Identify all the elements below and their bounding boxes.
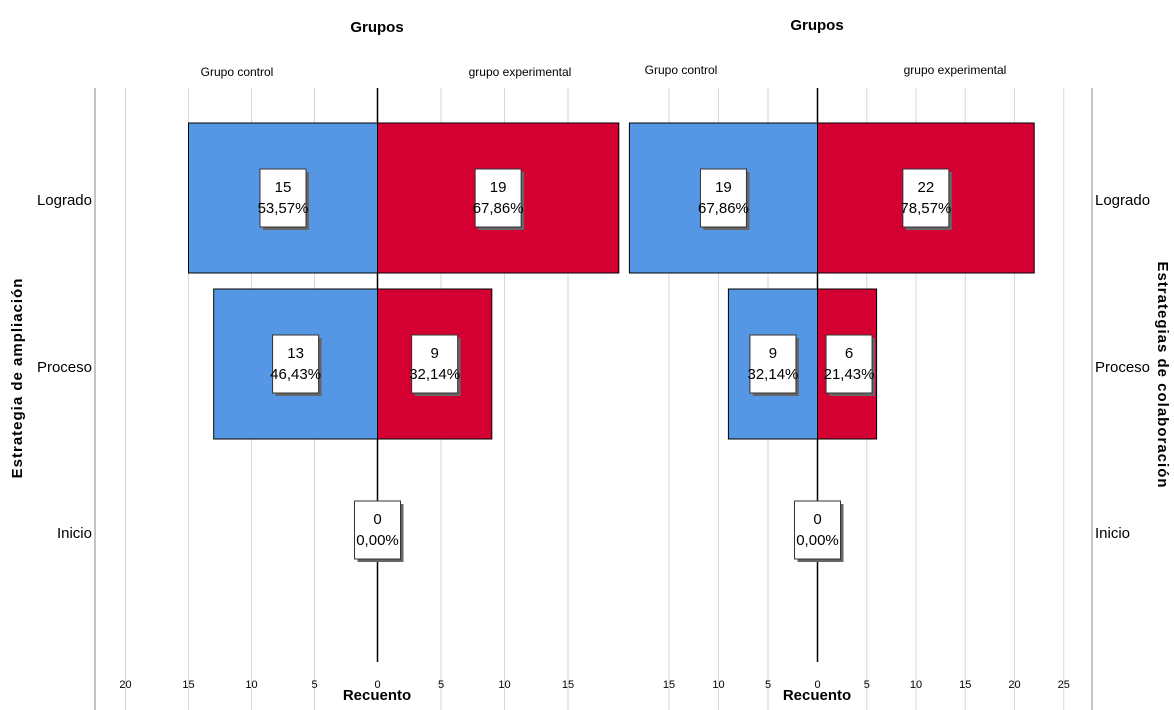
data-label: 13 46,43%: [270, 334, 322, 396]
data-label-box: [902, 168, 950, 228]
data-label-count: 6: [845, 345, 853, 362]
data-label-box: [272, 334, 320, 394]
data-label-count: 0: [373, 511, 381, 528]
data-label-percent: 21,43%: [824, 366, 875, 383]
right-y-axis-label: Estrategias de colaboración: [1154, 261, 1171, 488]
data-label-percent: 32,14%: [409, 366, 460, 383]
data-label: 19 67,86%: [473, 168, 525, 230]
x-tick-label: 20: [119, 679, 131, 691]
data-label-count: 19: [490, 179, 507, 196]
right-category-label-logrado: Logrado: [1095, 192, 1150, 209]
x-tick-label: 20: [1008, 679, 1020, 691]
data-label-box: [354, 500, 401, 560]
right-group-header-experimental: grupo experimental: [904, 63, 1007, 77]
x-tick-label: 0: [374, 679, 380, 691]
left-category-label-inicio: Inicio: [57, 525, 92, 542]
x-tick-label: 25: [1058, 679, 1070, 691]
data-label-percent: 32,14%: [748, 366, 799, 383]
x-tick-label: 15: [182, 679, 194, 691]
data-label-count: 9: [769, 345, 777, 362]
x-tick-label: 5: [765, 679, 771, 691]
right-category-label-proceso: Proceso: [1095, 359, 1150, 376]
data-label-box: [699, 168, 747, 228]
data-label-percent: 78,57%: [900, 200, 951, 217]
data-label-count: 22: [918, 179, 935, 196]
right-x-axis-label: Recuento: [783, 687, 851, 704]
left-category-label-proceso: Proceso: [37, 359, 92, 376]
data-label-box: [825, 334, 873, 394]
x-tick-label: 15: [663, 679, 675, 691]
data-label-box: [474, 168, 522, 228]
data-label-count: 15: [275, 179, 292, 196]
data-label: 19 67,86%: [698, 168, 750, 230]
data-label: 9 32,14%: [748, 334, 799, 396]
data-label-percent: 46,43%: [270, 366, 321, 383]
data-label-count: 0: [813, 511, 821, 528]
x-tick-label: 5: [438, 679, 444, 691]
right-group-header-control: Grupo control: [645, 63, 718, 77]
x-tick-label: 5: [864, 679, 870, 691]
x-tick-label: 10: [245, 679, 257, 691]
data-label-percent: 67,86%: [698, 200, 749, 217]
x-tick-label: 0: [814, 679, 820, 691]
data-label: 15 53,57%: [258, 168, 309, 230]
data-label-percent: 0,00%: [356, 532, 399, 549]
data-label: 6 21,43%: [824, 334, 876, 396]
data-label-count: 19: [715, 179, 732, 196]
data-label-percent: 0,00%: [796, 532, 839, 549]
data-label-percent: 67,86%: [473, 200, 524, 217]
data-label-count: 9: [430, 345, 438, 362]
x-tick-label: 10: [910, 679, 922, 691]
data-label-box: [794, 500, 841, 560]
data-label-box: [749, 334, 797, 394]
left-category-label-logrado: Logrado: [37, 192, 92, 209]
left-chart-title: Grupos: [350, 19, 403, 36]
left-x-axis-label: Recuento: [343, 687, 411, 704]
x-tick-label: 5: [311, 679, 317, 691]
right-chart-title: Grupos: [790, 17, 843, 34]
right-category-label-inicio: Inicio: [1095, 525, 1130, 542]
data-label-box: [259, 168, 307, 228]
data-label: 9 32,14%: [409, 334, 461, 396]
data-label-percent: 53,57%: [258, 200, 309, 217]
data-label-count: 13: [287, 345, 304, 362]
data-label-box: [411, 334, 459, 394]
x-tick-label: 10: [498, 679, 510, 691]
left-y-axis-label: Estrategia de ampliación: [9, 278, 26, 479]
data-label: 0 0,00%: [794, 500, 844, 562]
left-group-header-experimental: grupo experimental: [469, 65, 572, 79]
data-label: 22 78,57%: [900, 168, 952, 230]
x-tick-label: 15: [562, 679, 574, 691]
left-group-header-control: Grupo control: [201, 65, 274, 79]
x-tick-label: 15: [959, 679, 971, 691]
data-label: 0 0,00%: [354, 500, 404, 562]
x-tick-label: 10: [712, 679, 724, 691]
